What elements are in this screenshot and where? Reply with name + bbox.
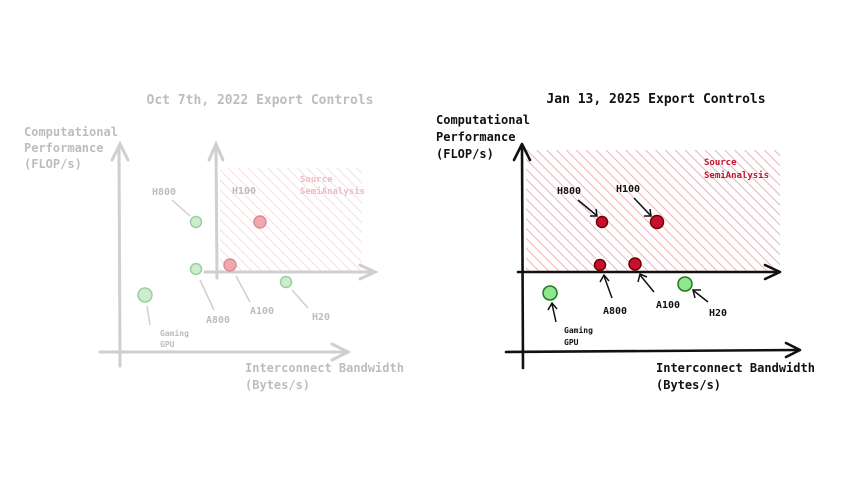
right-x-axis-label-line2: (Bytes/s) <box>656 378 721 392</box>
left-y-axis-label-line1: Computational <box>24 125 118 139</box>
right-point-a100-label: A100 <box>656 300 680 311</box>
left-point-a800: A800 <box>189 262 230 326</box>
left-inner-axes <box>203 140 379 281</box>
right-point-a800: A800 <box>593 258 627 317</box>
left-point-h100-label: H100 <box>232 186 256 197</box>
right-x-axis-label-line1: Interconnect Bandwidth <box>656 361 815 375</box>
left-point-h20-label: H20 <box>312 312 330 323</box>
right-point-a800-label: A800 <box>603 306 627 317</box>
left-source-label-line2: SemiAnalysis <box>300 186 365 197</box>
left-x-axis-label-line2: (Bytes/s) <box>245 378 310 392</box>
left-y-axis-label-line2: Performance <box>24 141 103 155</box>
left-point-gaming-gpu-label-line2: GPU <box>160 340 175 349</box>
right-axes <box>504 142 802 370</box>
left-panel-title: Oct 7th, 2022 Export Controls <box>147 93 374 108</box>
right-y-axis-label: Computational Performance (FLOP/s) <box>436 113 530 161</box>
left-point-h800-label: H800 <box>152 187 176 198</box>
right-panel-title: Jan 13, 2025 Export Controls <box>546 92 765 107</box>
right-point-gaming-gpu: Gaming GPU <box>542 285 593 347</box>
left-x-axis-label: Interconnect Bandwidth (Bytes/s) <box>245 361 404 392</box>
right-y-axis-label-line3: (FLOP/s) <box>436 147 494 161</box>
right-point-h800-label: H800 <box>557 186 581 197</box>
right-point-gaming-gpu-label-line2: GPU <box>564 338 579 347</box>
left-point-h800: H800 <box>152 187 203 229</box>
right-x-axis-label: Interconnect Bandwidth (Bytes/s) <box>656 361 815 392</box>
right-y-axis-label-line1: Computational <box>436 113 530 127</box>
left-x-axis-label-line1: Interconnect Bandwidth <box>245 361 404 375</box>
right-point-a100: A100 <box>628 257 680 311</box>
right-point-h800: H800 <box>557 186 609 229</box>
left-y-axis-label-line3: (FLOP/s) <box>24 157 82 171</box>
left-point-h20: H20 <box>279 275 330 323</box>
right-source-label-line1: Source <box>704 158 737 168</box>
right-point-h20: H20 <box>677 276 727 319</box>
left-points: H800 H100 A800 A100 H20 <box>137 186 330 349</box>
left-outer-axes <box>98 140 352 368</box>
right-panel: Jan 13, 2025 Export Controls Computation… <box>436 92 815 392</box>
right-point-gaming-gpu-label-line1: Gaming <box>564 325 593 335</box>
right-restricted-region <box>526 150 780 272</box>
left-panel: Oct 7th, 2022 Export Controls Computatio… <box>24 93 404 392</box>
left-y-axis-label: Computational Performance (FLOP/s) <box>24 125 118 171</box>
left-restricted-region <box>220 168 362 272</box>
left-point-a100-label: A100 <box>250 306 274 317</box>
left-source-label: Source SemiAnalysis <box>300 175 365 197</box>
right-point-h100-label: H100 <box>616 184 640 195</box>
right-point-h20-label: H20 <box>709 308 727 319</box>
right-source-label-line2: SemiAnalysis <box>704 170 769 181</box>
left-point-h100: H100 <box>232 186 267 229</box>
left-point-a800-label: A800 <box>206 315 230 326</box>
left-source-label-line1: Source <box>300 175 333 185</box>
left-point-a100: A100 <box>223 258 274 317</box>
right-points: H800 H100 A800 A100 <box>542 184 727 347</box>
right-y-axis-label-line2: Performance <box>436 130 515 144</box>
right-source-label: Source SemiAnalysis <box>704 158 769 181</box>
right-point-h100: H100 <box>616 184 665 230</box>
left-point-gaming-gpu: Gaming GPU <box>137 287 189 349</box>
left-point-gaming-gpu-label-line1: Gaming <box>160 328 189 338</box>
